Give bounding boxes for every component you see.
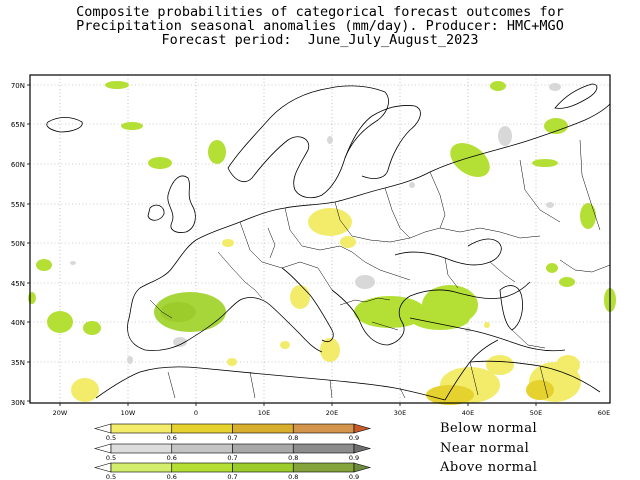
legend-bar-above-normal: 0.5 0.6 0.7 0.8 0.9 — [93, 462, 372, 480]
lat-label: 30N — [11, 399, 25, 407]
legend-tick-label: 0.7 — [227, 473, 237, 480]
lat-label: 50N — [11, 240, 25, 248]
legend-tick-label: 0.6 — [167, 434, 177, 442]
legend-swatch — [292, 462, 355, 473]
legend-swatch — [171, 462, 233, 473]
legend-swatch — [93, 443, 112, 454]
legend-swatch — [93, 462, 112, 473]
lat-label: 65N — [11, 121, 25, 129]
legend-label-near-normal: Near normal — [440, 441, 530, 456]
map-background — [30, 75, 610, 403]
legend-swatch — [93, 423, 112, 434]
legend-swatch — [110, 423, 173, 434]
legend-swatch — [292, 443, 355, 454]
legend-swatch — [171, 443, 233, 454]
lon-label: 40E — [462, 409, 474, 417]
longitude-labels: 20W 10W 0 10E 20E 30E 40E 50E 60E — [53, 409, 611, 417]
lon-label: 10W — [121, 409, 136, 417]
legend-bar-below-normal: 0.5 0.6 0.7 0.8 0.9 — [93, 423, 372, 442]
above-normal-areas — [28, 81, 616, 335]
legend-tick-label: 0.7 — [227, 454, 237, 462]
lon-label: 10E — [258, 409, 270, 417]
legend-tick-label: 0.7 — [227, 434, 237, 442]
map-title-line-3: Forecast period: June_July_August_2023 — [161, 32, 479, 48]
map-title-line-2: Precipitation seasonal anomalies (mm/day… — [76, 18, 564, 34]
legend-swatch — [232, 443, 294, 454]
longitude-ticks — [59, 403, 537, 406]
legend-bar-near-normal: 0.5 0.6 0.7 0.8 0.9 — [93, 443, 372, 462]
legend-tick-label: 0.5 — [106, 434, 116, 442]
legend-tick-label: 0.6 — [167, 473, 177, 480]
legend-swatch — [110, 443, 173, 454]
near-normal-areas — [70, 83, 561, 364]
legend-swatch — [292, 423, 355, 434]
borders — [149, 139, 611, 399]
below-normal-areas — [71, 208, 581, 405]
legend-swatch — [110, 462, 173, 473]
lon-label: 0 — [194, 409, 198, 417]
lon-label: 50E — [530, 409, 542, 417]
lat-label: 35N — [11, 359, 25, 367]
legend-tick-label: 0.6 — [167, 454, 177, 462]
legend-tick-label: 0.9 — [349, 454, 359, 462]
map-frame — [29, 74, 611, 404]
lat-label: 55N — [11, 201, 25, 209]
legend: 0.5 0.6 0.7 0.8 0.90.5 0.6 0.7 0.8 0.90.5 0.6 0.7 0… — [93, 423, 372, 480]
legend-swatch — [232, 462, 294, 473]
lat-label: 70N — [11, 82, 25, 90]
legend-swatch — [353, 423, 372, 434]
latitude-labels: 70N 65N 60N 55N 50N 45N 40N 35N 30N — [11, 82, 25, 407]
lon-label: 30E — [394, 409, 406, 417]
graticule — [30, 75, 610, 403]
legend-label-above-normal: Above normal — [440, 460, 538, 475]
legend-swatch — [232, 423, 294, 434]
legend-tick-label: 0.5 — [106, 473, 116, 480]
legend-tick-label: 0.8 — [288, 434, 298, 442]
lat-label: 45N — [11, 280, 25, 288]
legend-label-below-normal: Below normal — [440, 421, 538, 436]
lon-label: 20E — [326, 409, 338, 417]
legend-tick-label: 0.5 — [106, 454, 116, 462]
lat-label: 40N — [11, 319, 25, 327]
legend-swatch — [353, 462, 372, 473]
legend-swatch — [353, 443, 372, 454]
legend-swatch — [171, 423, 233, 434]
legend-tick-label: 0.8 — [288, 473, 298, 480]
map-title-line-1: Composite probabilities of categorical f… — [76, 4, 564, 20]
lat-label: 60N — [11, 161, 25, 169]
latitude-ticks — [27, 84, 30, 402]
legend-tick-label: 0.9 — [349, 473, 359, 480]
lon-label: 20W — [53, 409, 68, 417]
legend-tick-label: 0.9 — [349, 434, 359, 442]
lon-label: 60E — [598, 409, 610, 417]
legend-tick-label: 0.8 — [288, 454, 298, 462]
